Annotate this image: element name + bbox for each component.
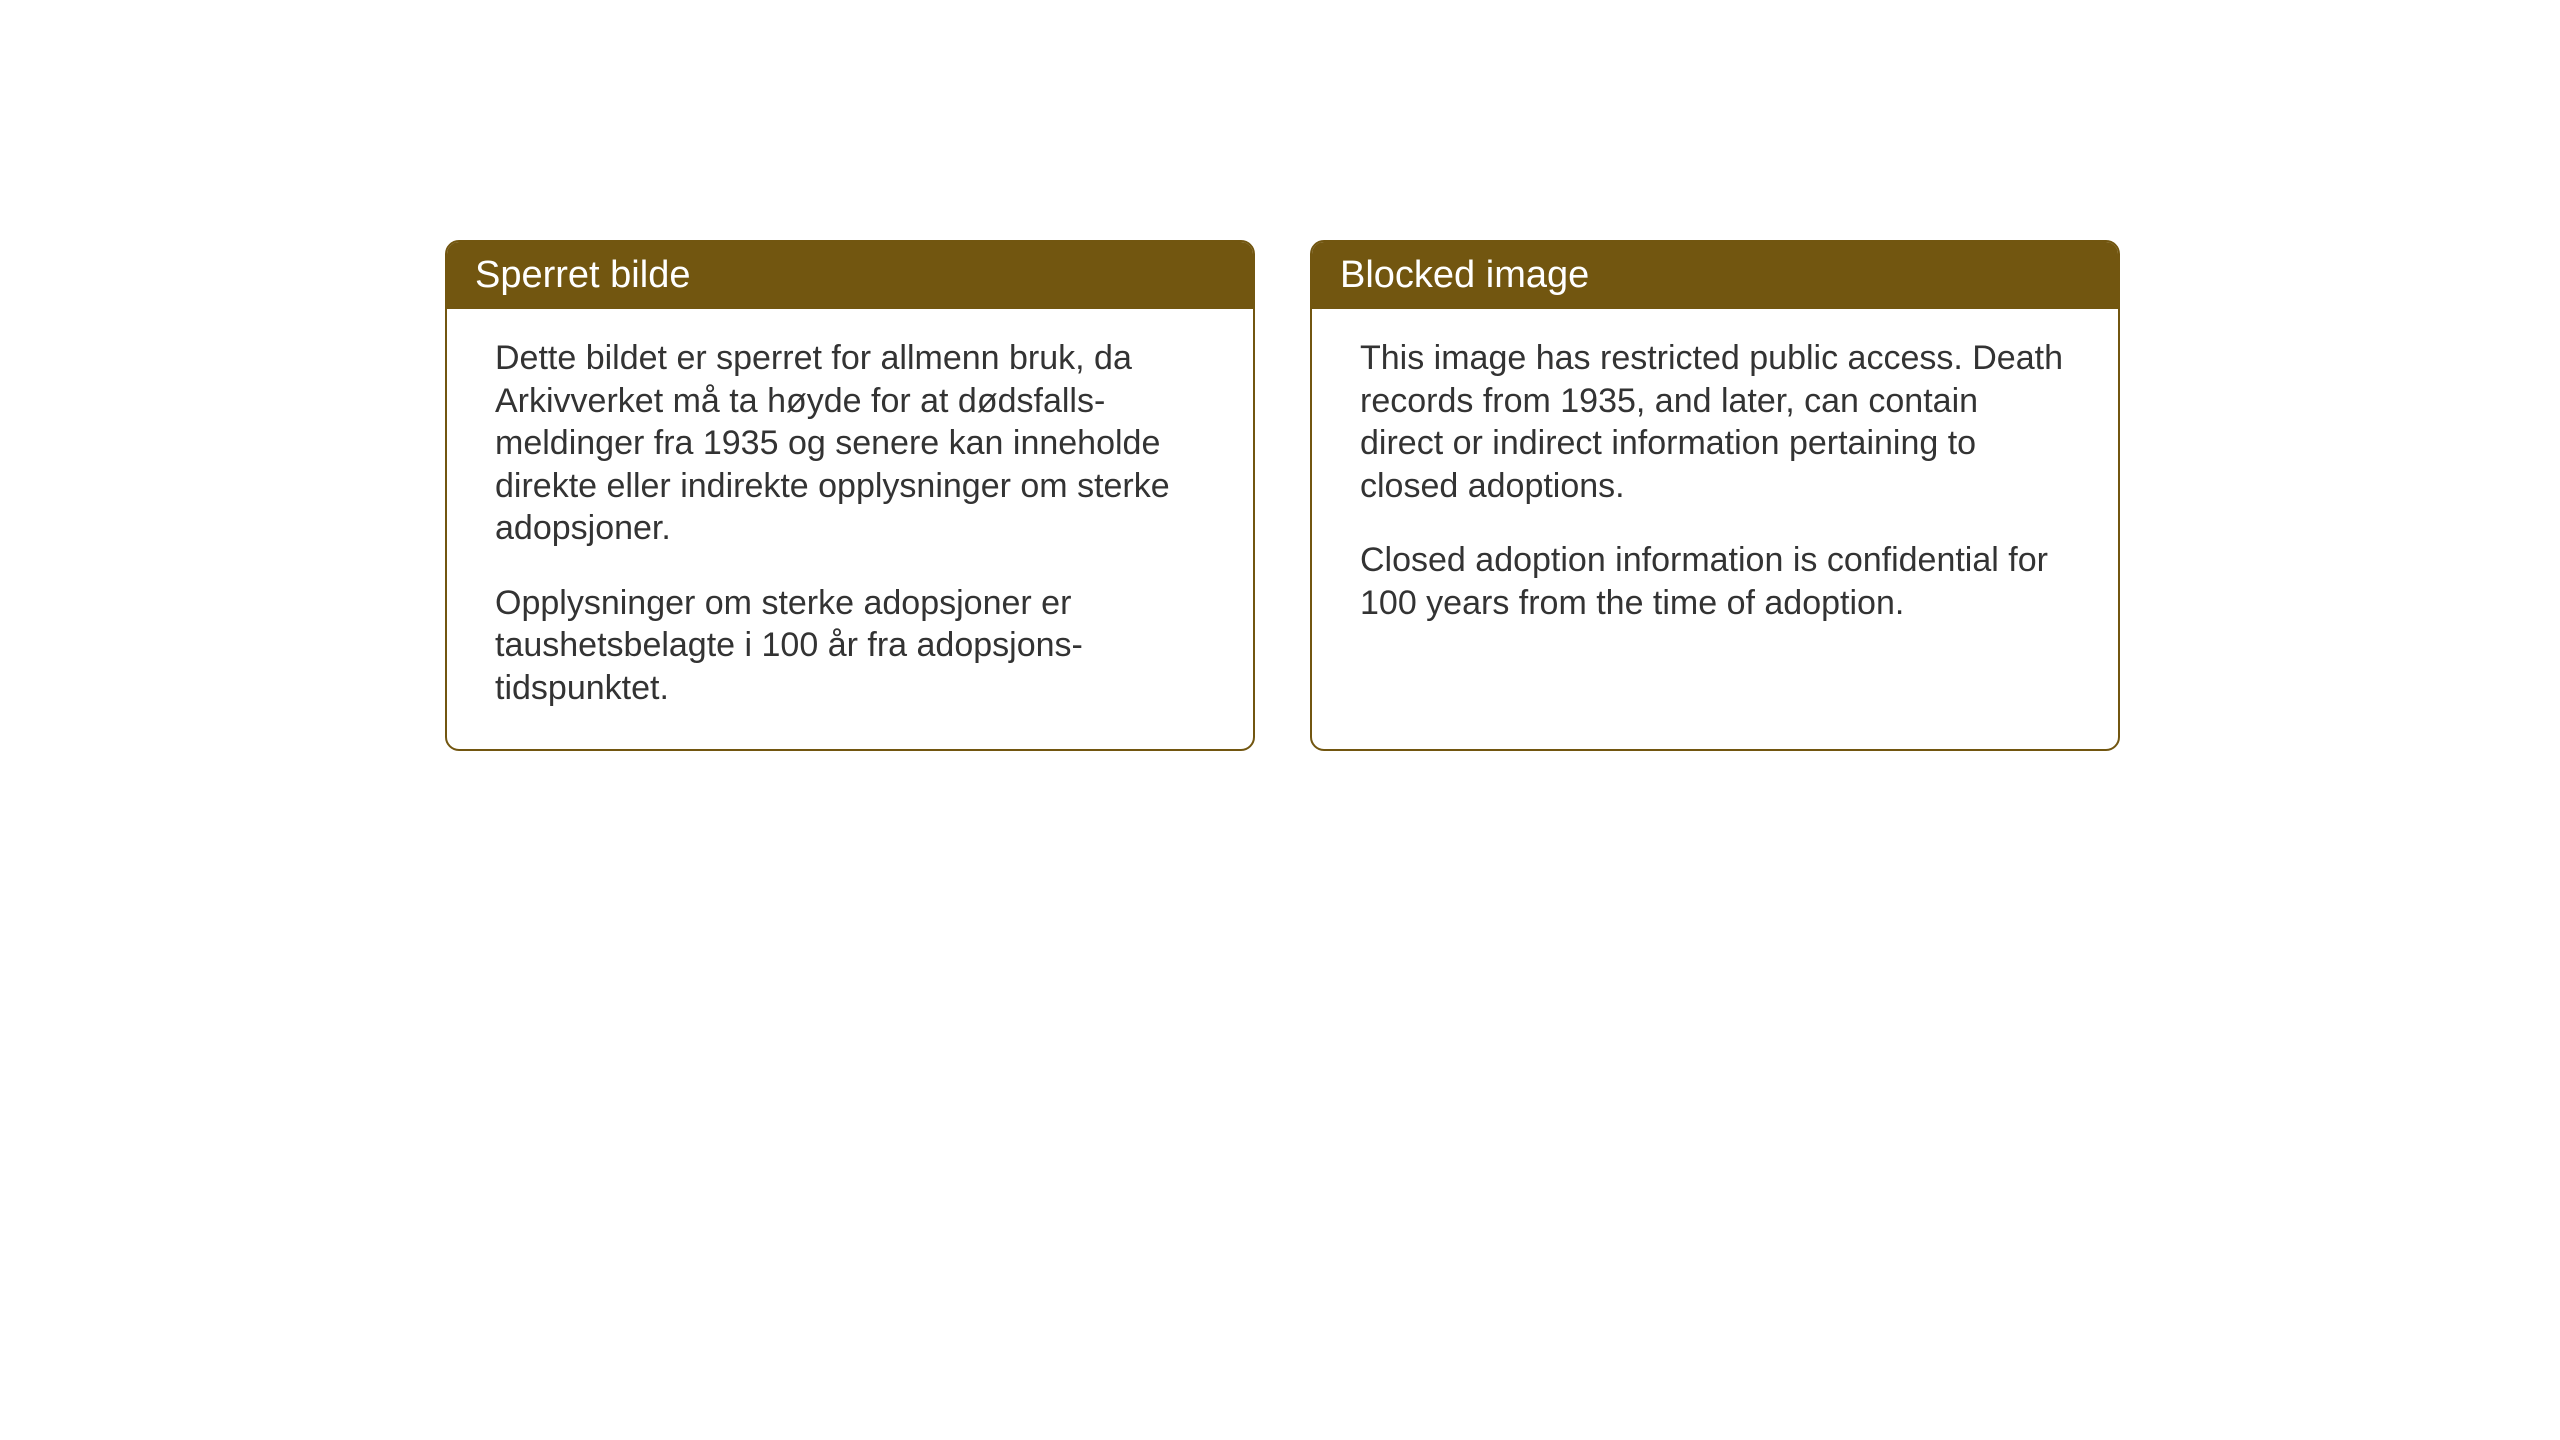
card-title: Blocked image <box>1340 254 1589 296</box>
card-paragraph: Dette bildet er sperret for allmenn bruk… <box>495 337 1205 550</box>
card-norwegian: Sperret bilde Dette bildet er sperret fo… <box>445 240 1255 751</box>
cards-container: Sperret bilde Dette bildet er sperret fo… <box>445 240 2560 751</box>
card-paragraph: Closed adoption information is confident… <box>1360 539 2070 624</box>
card-paragraph: Opplysninger om sterke adopsjoner er tau… <box>495 582 1205 710</box>
card-body-english: This image has restricted public access.… <box>1312 309 2118 664</box>
card-header-english: Blocked image <box>1312 242 2118 309</box>
card-title: Sperret bilde <box>475 254 690 296</box>
card-body-norwegian: Dette bildet er sperret for allmenn bruk… <box>447 309 1253 749</box>
card-english: Blocked image This image has restricted … <box>1310 240 2120 751</box>
card-header-norwegian: Sperret bilde <box>447 242 1253 309</box>
card-paragraph: This image has restricted public access.… <box>1360 337 2070 507</box>
